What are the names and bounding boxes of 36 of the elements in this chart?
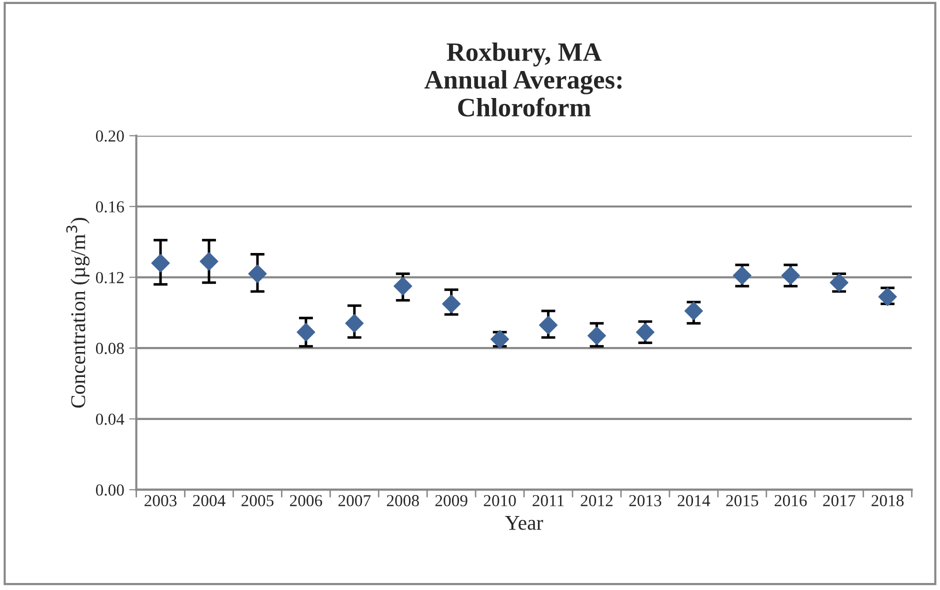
point — [442, 294, 461, 314]
x-tick-label: 2011 — [532, 495, 564, 506]
y-tick-label: 0.08 — [96, 342, 124, 354]
x-tick-label: 2007 — [338, 495, 371, 506]
point — [684, 302, 703, 320]
x-tick-label: 2009 — [435, 495, 468, 506]
x-tick-label: 2012 — [580, 495, 612, 506]
x-tick-label: 2018 — [872, 495, 904, 506]
point — [151, 254, 170, 272]
x-tick-label: 2005 — [242, 495, 274, 506]
y-axis-title: Concentration (µg/m$^{3}$) — [66, 218, 90, 408]
y-tick-label: 0.12 — [96, 272, 124, 284]
y-tick-label: 0.16 — [96, 201, 124, 213]
chart-title: Roxbury, MA Annual Averages: Chloroform — [424, 42, 622, 117]
y-tick-label: 0.04 — [96, 414, 124, 425]
point — [248, 264, 267, 284]
y-tick-label: 0.20 — [96, 130, 124, 142]
point — [200, 252, 218, 271]
point — [587, 326, 606, 345]
point — [296, 322, 316, 342]
point — [345, 314, 364, 333]
x-tick-label: 2015 — [726, 495, 758, 506]
point — [394, 276, 412, 296]
x-tick-label: 2014 — [678, 495, 710, 506]
x-tick-label: 2010 — [484, 495, 516, 506]
x-tick-label: 2004 — [193, 495, 226, 506]
x-tick-label: 2006 — [290, 495, 322, 506]
x-tick-label: 2013 — [629, 495, 662, 506]
x-tick-label: 2017 — [823, 495, 856, 506]
x-tick-label: 2016 — [774, 495, 807, 506]
x-tick-label: 2003 — [144, 495, 177, 506]
point — [636, 322, 655, 342]
y-tick-label: 0.00 — [96, 484, 124, 496]
point — [539, 316, 558, 334]
x-axis-title: Year — [505, 516, 544, 530]
x-tick-label: 2008 — [386, 495, 419, 506]
